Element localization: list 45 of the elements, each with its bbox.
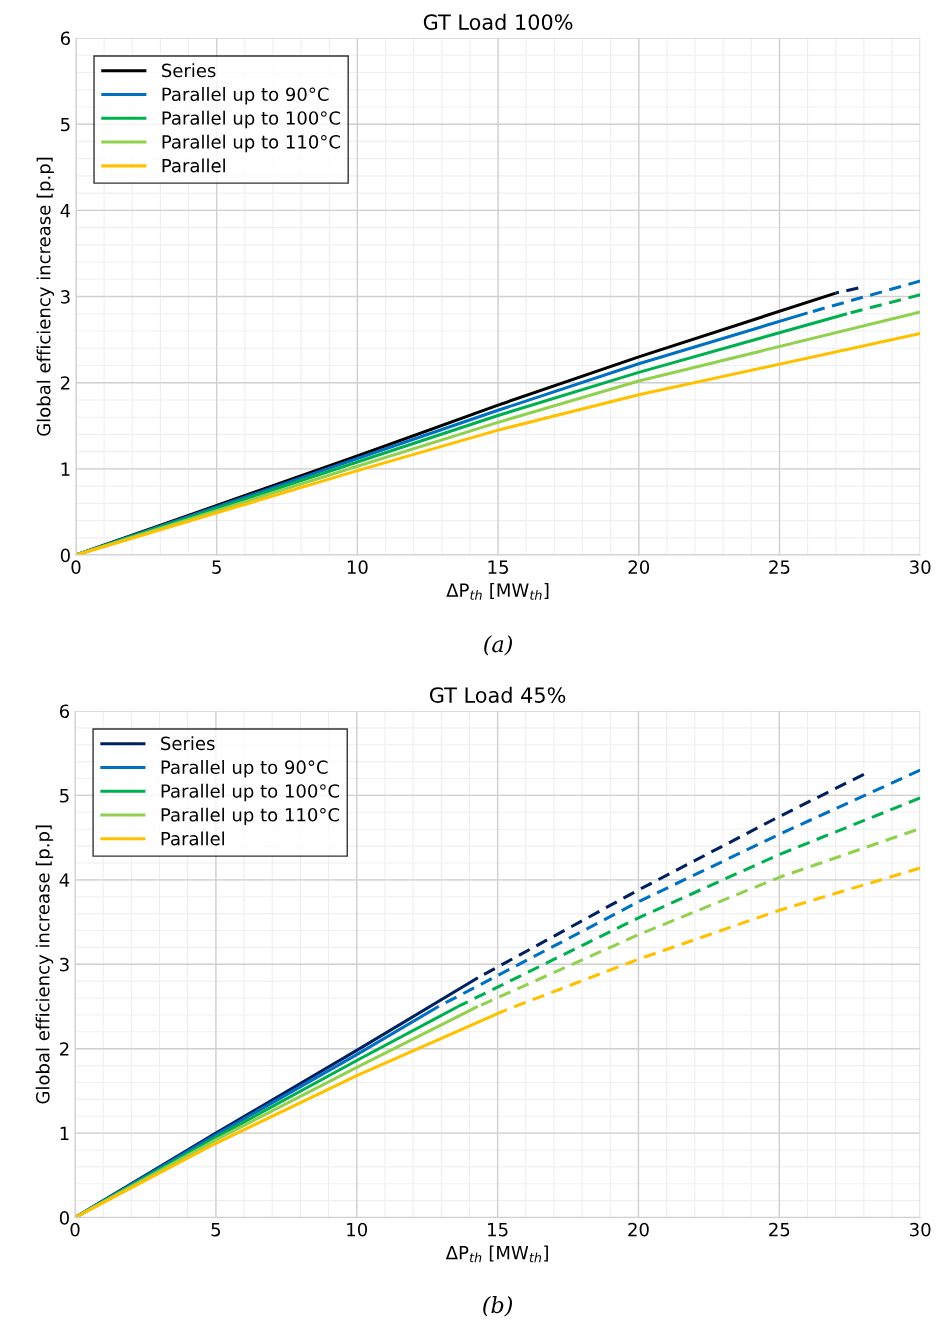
y-tick-label: 2 (60, 1042, 69, 1056)
x-tick-label: 30 (910, 1222, 931, 1237)
legend-label: Parallel up to 100°C (161, 783, 340, 802)
legend-label: Parallel (161, 831, 224, 846)
y-tick-label: 4 (59, 873, 70, 887)
x-tick-label: 20 (628, 1222, 649, 1237)
y-tick-label: 4 (60, 204, 71, 218)
x-tick-label: 10 (347, 560, 368, 574)
legend-label: Parallel up to 100°C (162, 110, 340, 129)
x-tick-label: 15 (488, 1222, 508, 1237)
y-axis-title: Global efficiency increase [p.p] (36, 157, 55, 436)
legend-label: Series (161, 736, 215, 751)
legend-label: Series (162, 63, 216, 78)
x-tick-label: 30 (910, 560, 931, 574)
x-axis-title: ΔP$_{th}$ [MW$_{th}$] (445, 1245, 548, 1263)
legend-label: Parallel up to 110°C (162, 134, 340, 153)
x-axis-title: ΔP$_{th}$ [MW$_{th}$] (446, 582, 549, 600)
y-tick-label: 6 (60, 31, 70, 46)
y-tick-label: 0 (59, 1211, 69, 1225)
y-tick-label: 5 (61, 117, 70, 132)
y-tick-label: 5 (60, 789, 69, 803)
x-tick-label: 10 (347, 1222, 368, 1237)
x-tick-label: 5 (212, 560, 221, 574)
x-tick-label: 25 (769, 560, 790, 574)
y-tick-label: 2 (60, 376, 70, 390)
chart-title: GT Load 45% (429, 686, 566, 703)
y-tick-label: 6 (59, 704, 70, 719)
y-tick-label: 1 (61, 462, 70, 476)
legend-label: Parallel up to 110°C (161, 807, 340, 826)
y-tick-label: 3 (61, 289, 70, 304)
y-axis-title: Global efficiency increase [p.p] (35, 825, 54, 1104)
chart-title: GT Load 100% (423, 13, 573, 30)
legend-label: Parallel up to 90°C (161, 760, 328, 778)
text: (a) (484, 635, 512, 656)
text: (b) (483, 1296, 512, 1317)
x-tick-label: 15 (488, 560, 508, 574)
y-tick-label: 0 (60, 548, 70, 563)
x-tick-label: 20 (628, 560, 650, 574)
x-tick-label: 5 (211, 1222, 221, 1237)
legend-label: Parallel up to 90°C (162, 87, 329, 105)
y-tick-label: 3 (60, 957, 69, 972)
legend-label: Parallel (162, 158, 225, 173)
y-tick-label: 1 (60, 1126, 69, 1140)
x-tick-label: 25 (769, 1222, 790, 1237)
x-tick-label: 0 (71, 560, 81, 574)
